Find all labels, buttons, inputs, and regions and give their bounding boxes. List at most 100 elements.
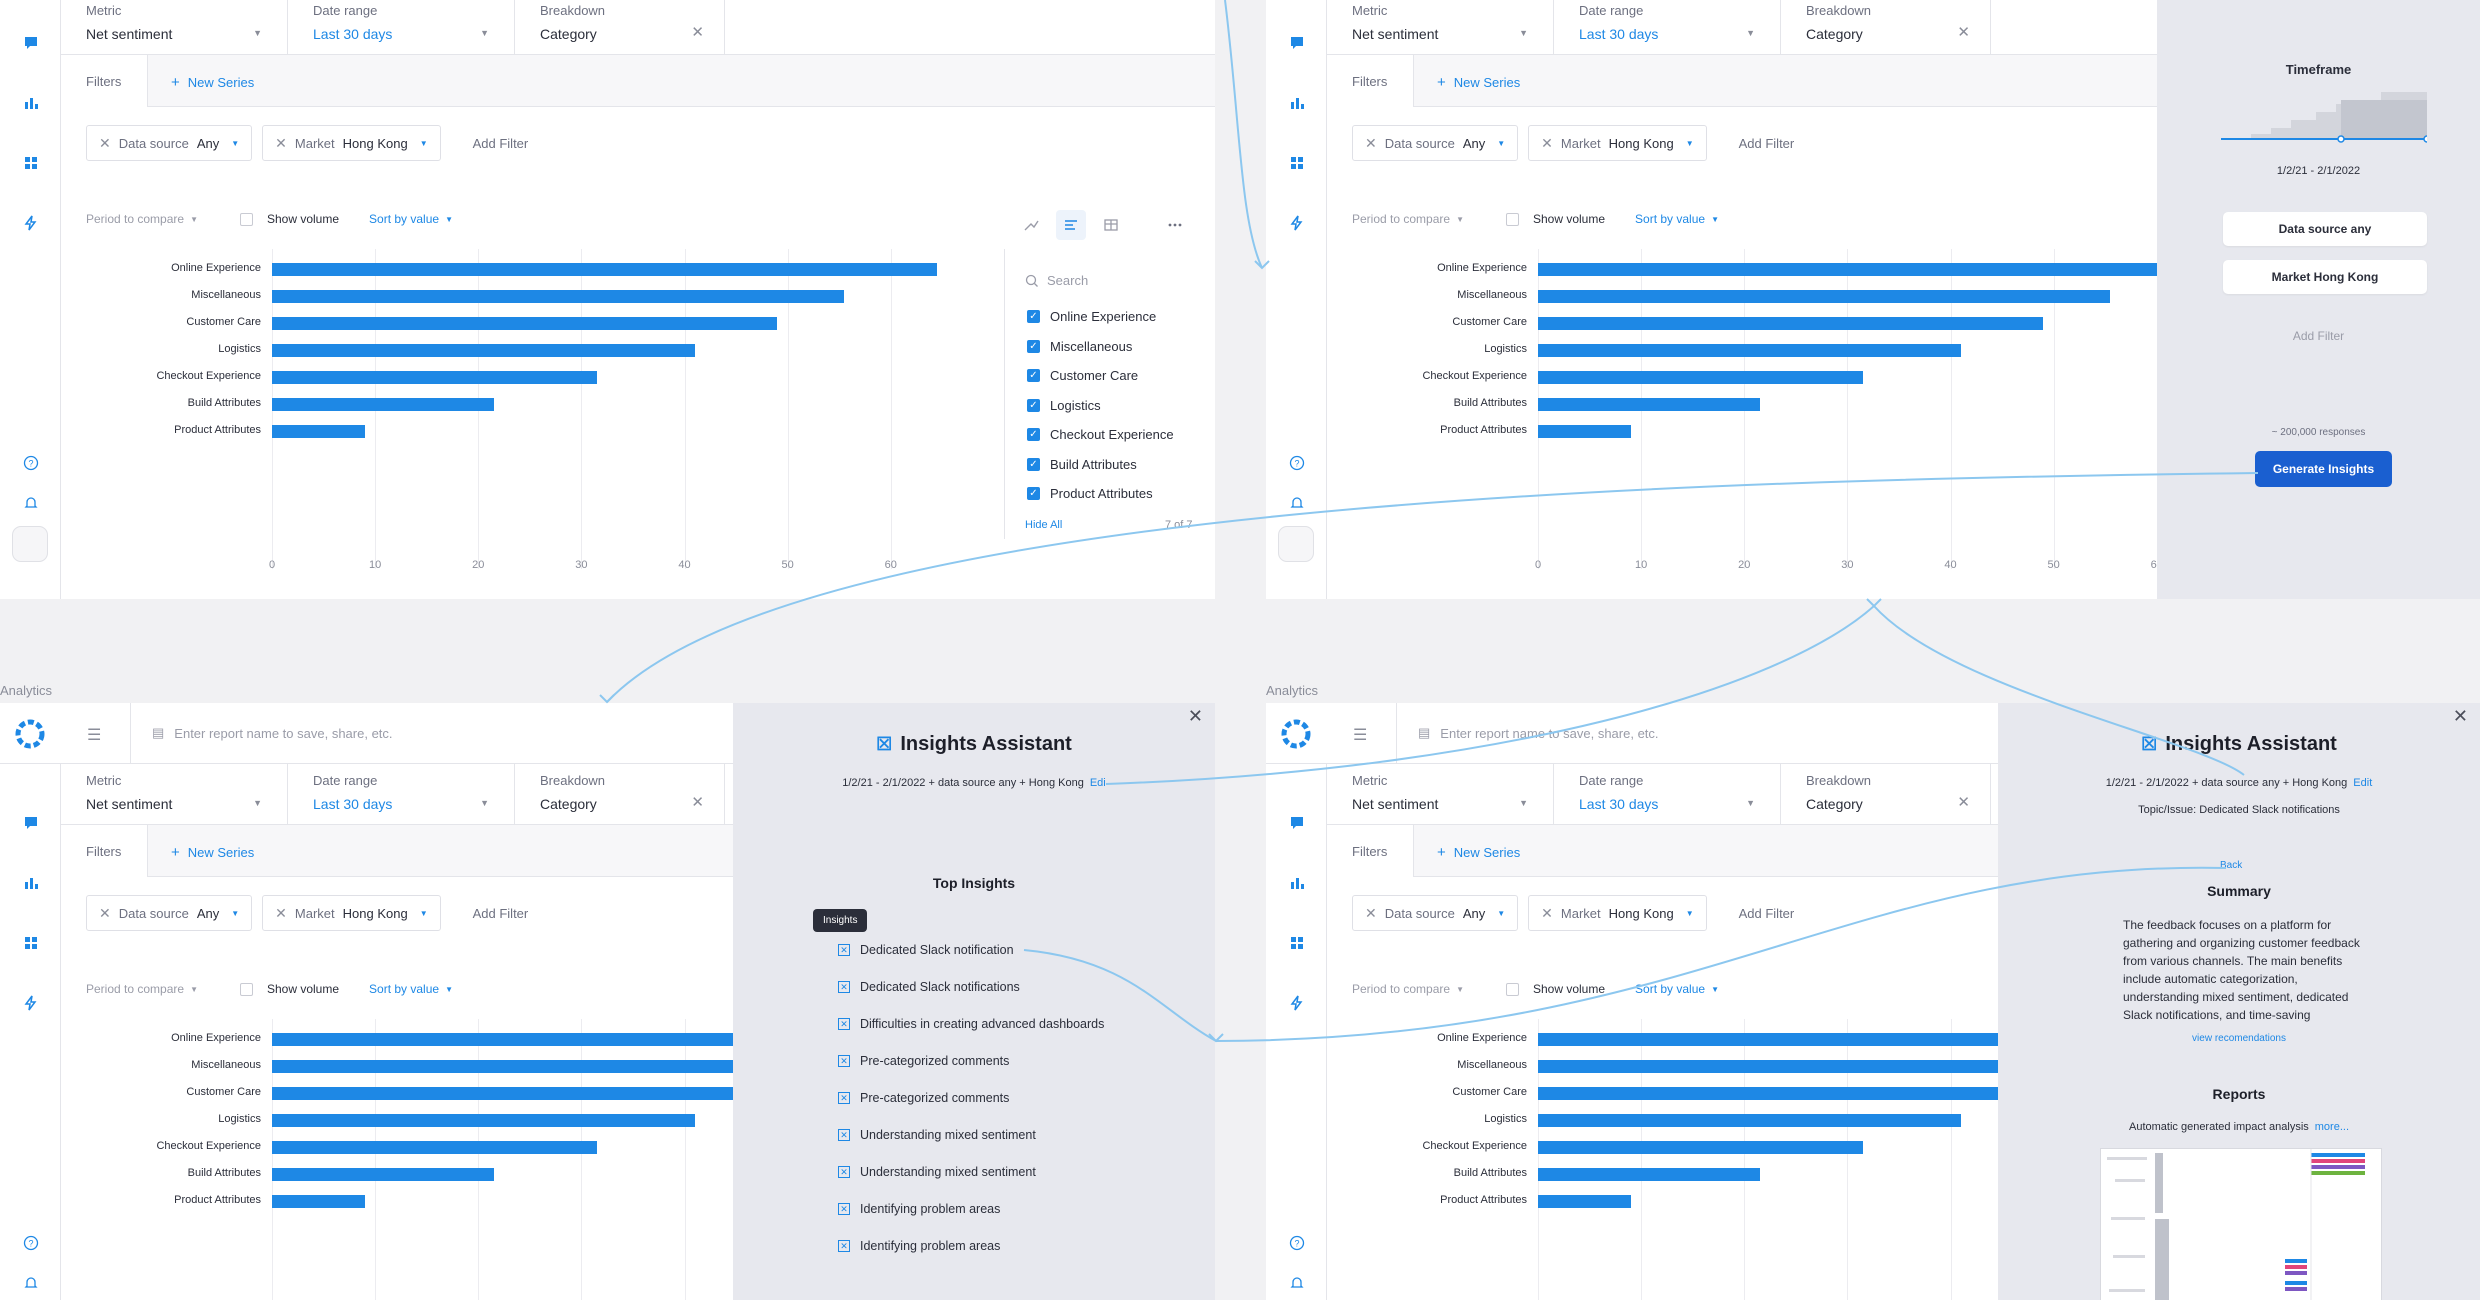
market-chip[interactable]: ✕ Market Hong Kong ▼ [262, 125, 441, 161]
feedback-icon[interactable] [1288, 34, 1306, 52]
bar-chart-icon[interactable] [1056, 210, 1086, 240]
menu-icon[interactable]: ☰ [87, 727, 102, 744]
breakdown-select[interactable]: Breakdown Category ✕ [515, 764, 725, 825]
add-filter-button[interactable]: Add Filter [472, 905, 529, 921]
date-range-select[interactable]: Date range Last 30 days ▼ [1554, 764, 1781, 825]
insight-item[interactable]: ✕ Identifying problem areas [838, 1202, 1000, 1216]
checkbox-checked-icon[interactable]: ✓ [1027, 428, 1040, 441]
checkbox-checked-icon[interactable]: ✓ [1027, 339, 1040, 353]
remove-icon[interactable]: ✕ [1541, 134, 1553, 151]
line-chart-icon[interactable] [1016, 210, 1046, 240]
insight-item[interactable]: ✕ Pre-categorized comments [838, 1091, 1009, 1105]
bar-logistics[interactable] [1538, 344, 1961, 357]
bar-customer-care[interactable] [272, 317, 778, 330]
clear-icon[interactable]: ✕ [691, 794, 704, 811]
insight-item[interactable]: ✕ Dedicated Slack notifications [838, 980, 1020, 994]
remove-icon[interactable]: ✕ [99, 134, 111, 151]
report-name-input[interactable]: ▤ Enter report name to save, share, etc. [1418, 725, 1659, 741]
legend-item[interactable]: ✓ Online Experience [1027, 309, 1156, 324]
data-source-chip[interactable]: ✕ Data source Any ▼ [86, 125, 253, 161]
notification-icon[interactable] [22, 494, 40, 512]
breakdown-select[interactable]: Breakdown Category ✕ [515, 0, 725, 55]
checkbox-checked-icon[interactable]: ✓ [1027, 487, 1040, 500]
insight-item[interactable]: ✕ Difficulties in creating advanced dashb… [838, 1017, 1104, 1031]
clear-icon[interactable]: ✕ [691, 24, 704, 41]
legend-search[interactable]: Search [1025, 273, 1088, 288]
sort-select[interactable]: Sort by value [369, 982, 440, 996]
new-series-button[interactable]: + New Series [1437, 844, 1520, 861]
more-link[interactable]: more... [2314, 1121, 2349, 1133]
table-icon[interactable] [1096, 210, 1126, 240]
checkbox-checked-icon[interactable]: ✓ [1027, 369, 1040, 382]
feedback-icon[interactable] [22, 814, 40, 832]
sort-select[interactable]: Sort by value [1635, 982, 1706, 996]
sort-select[interactable]: Sort by value [1635, 212, 1706, 226]
legend-item[interactable]: ✓ Product Attributes [1027, 486, 1153, 501]
bar-miscellaneous[interactable] [1538, 1060, 1998, 1073]
bar-logistics[interactable] [1538, 1114, 1961, 1127]
feedback-icon[interactable] [22, 34, 40, 52]
new-series-button[interactable]: + New Series [171, 844, 254, 861]
data-source-chip[interactable]: ✕ Data source Any ▼ [1352, 895, 1519, 931]
bar-checkout-experience[interactable] [272, 371, 597, 384]
bar-product-attributes[interactable] [1538, 425, 1631, 438]
metric-select[interactable]: Metric Net sentiment ▼ [1327, 0, 1554, 55]
timeframe-histogram[interactable] [2221, 84, 2431, 144]
period-compare-select[interactable]: Period to compare [1352, 982, 1451, 996]
clear-icon[interactable]: ✕ [1957, 24, 1970, 41]
checkbox-checked-icon[interactable]: ✓ [1027, 398, 1040, 412]
analytics-icon[interactable] [1288, 94, 1306, 112]
tab-filters[interactable]: Filters [61, 825, 148, 877]
market-chip[interactable]: ✕ Market Hong Kong ▼ [1528, 125, 1707, 161]
legend-item[interactable]: ✓ Checkout Experience [1027, 427, 1174, 442]
bar-product-attributes[interactable] [1538, 1195, 1631, 1208]
period-compare-select[interactable]: Period to compare [1352, 212, 1451, 226]
data-source-chip[interactable]: ✕ Data source Any ▼ [86, 895, 253, 931]
bar-online-experience[interactable] [272, 263, 938, 276]
user-avatar[interactable] [1278, 526, 1314, 562]
dashboard-icon[interactable] [22, 934, 40, 952]
bar-customer-care[interactable] [272, 1087, 733, 1100]
dashboard-icon[interactable] [22, 154, 40, 172]
edit-link[interactable]: Edit [2353, 777, 2373, 789]
automation-icon[interactable] [1288, 994, 1306, 1012]
bar-build-attributes[interactable] [272, 398, 494, 411]
add-filter-button[interactable]: Add Filter [472, 135, 529, 151]
metric-select[interactable]: Metric Net sentiment ▼ [1327, 764, 1554, 825]
impact-report-thumbnail[interactable] [2100, 1148, 2382, 1300]
bar-checkout-experience[interactable] [272, 1141, 597, 1154]
breakdown-select[interactable]: Breakdown Category ✕ [1781, 0, 1991, 55]
market-button[interactable]: Market Hong Kong [2223, 260, 2427, 294]
help-icon[interactable]: ? [22, 454, 40, 472]
tab-filters[interactable]: Filters [1327, 55, 1414, 107]
remove-icon[interactable]: ✕ [1365, 134, 1377, 151]
legend-item[interactable]: ✓ Build Attributes [1027, 457, 1137, 472]
notification-icon[interactable] [1288, 1274, 1306, 1292]
legend-item[interactable]: ✓ Logistics [1027, 398, 1101, 413]
metric-select[interactable]: Metric Net sentiment ▼ [61, 764, 288, 825]
back-link[interactable]: Back [2220, 860, 2243, 871]
bar-product-attributes[interactable] [272, 1195, 365, 1208]
view-recommendations-link[interactable]: view recomendations [2192, 1033, 2286, 1044]
add-filter-button[interactable]: Add Filter [2292, 329, 2345, 343]
bar-build-attributes[interactable] [1538, 398, 1760, 411]
insight-item[interactable]: ✕ Dedicated Slack notification [838, 943, 1014, 957]
remove-icon[interactable]: ✕ [1541, 904, 1553, 921]
period-compare-select[interactable]: Period to compare [86, 982, 185, 996]
metric-select[interactable]: Metric Net sentiment ▼ [61, 0, 288, 55]
analytics-icon[interactable] [1288, 874, 1306, 892]
market-chip[interactable]: ✕ Market Hong Kong ▼ [1528, 895, 1707, 931]
more-icon[interactable] [1160, 210, 1190, 240]
help-icon[interactable]: ? [1288, 1234, 1306, 1252]
sort-select[interactable]: Sort by value [369, 212, 440, 226]
breakdown-select[interactable]: Breakdown Category ✕ [1781, 764, 1991, 825]
bar-logistics[interactable] [272, 344, 695, 357]
data-source-chip[interactable]: ✕ Data source Any ▼ [1352, 125, 1519, 161]
show-volume-checkbox[interactable] [239, 982, 253, 996]
remove-icon[interactable]: ✕ [1365, 904, 1377, 921]
bar-logistics[interactable] [272, 1114, 695, 1127]
new-series-button[interactable]: + New Series [171, 74, 254, 91]
remove-icon[interactable]: ✕ [275, 904, 287, 921]
report-name-input[interactable]: ▤ Enter report name to save, share, etc. [152, 725, 393, 741]
show-volume-checkbox[interactable] [239, 212, 253, 226]
